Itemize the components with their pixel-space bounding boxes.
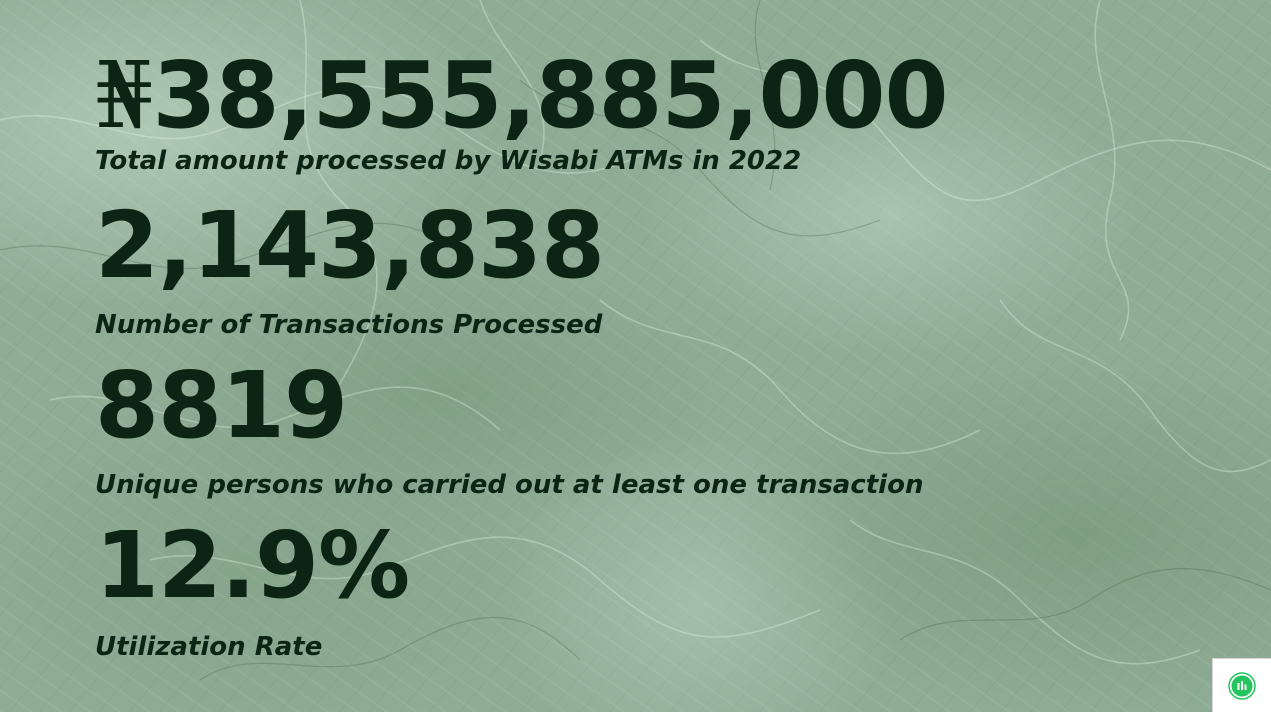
stat-transactions: 2,143,838 Number of Transactions Process… — [95, 192, 1195, 341]
stat-total-amount: ₦38,555,885,000 Total amount processed b… — [95, 48, 1195, 177]
chart-widget-button[interactable] — [1212, 658, 1271, 712]
stat-label: Unique persons who carried out at least … — [95, 470, 924, 500]
stat-value: ₦38,555,885,000 — [95, 48, 1195, 144]
stat-utilization-rate: 12.9% Utilization Rate — [95, 512, 1195, 663]
stat-value: 12.9% — [95, 512, 410, 619]
stat-value: 8819 — [95, 352, 348, 459]
bar-chart-icon — [1228, 672, 1256, 700]
stat-value: 2,143,838 — [95, 192, 605, 299]
currency-symbol: ₦ — [95, 42, 154, 149]
stat-unique-persons: 8819 Unique persons who carried out at l… — [95, 352, 1195, 501]
stat-label: Number of Transactions Processed — [95, 310, 603, 340]
stats-container: ₦38,555,885,000 Total amount processed b… — [95, 48, 1195, 663]
stat-label: Total amount processed by Wisabi ATMs in… — [95, 146, 802, 176]
stat-label: Utilization Rate — [95, 632, 323, 662]
stat-number: 38,555,885,000 — [152, 42, 949, 149]
